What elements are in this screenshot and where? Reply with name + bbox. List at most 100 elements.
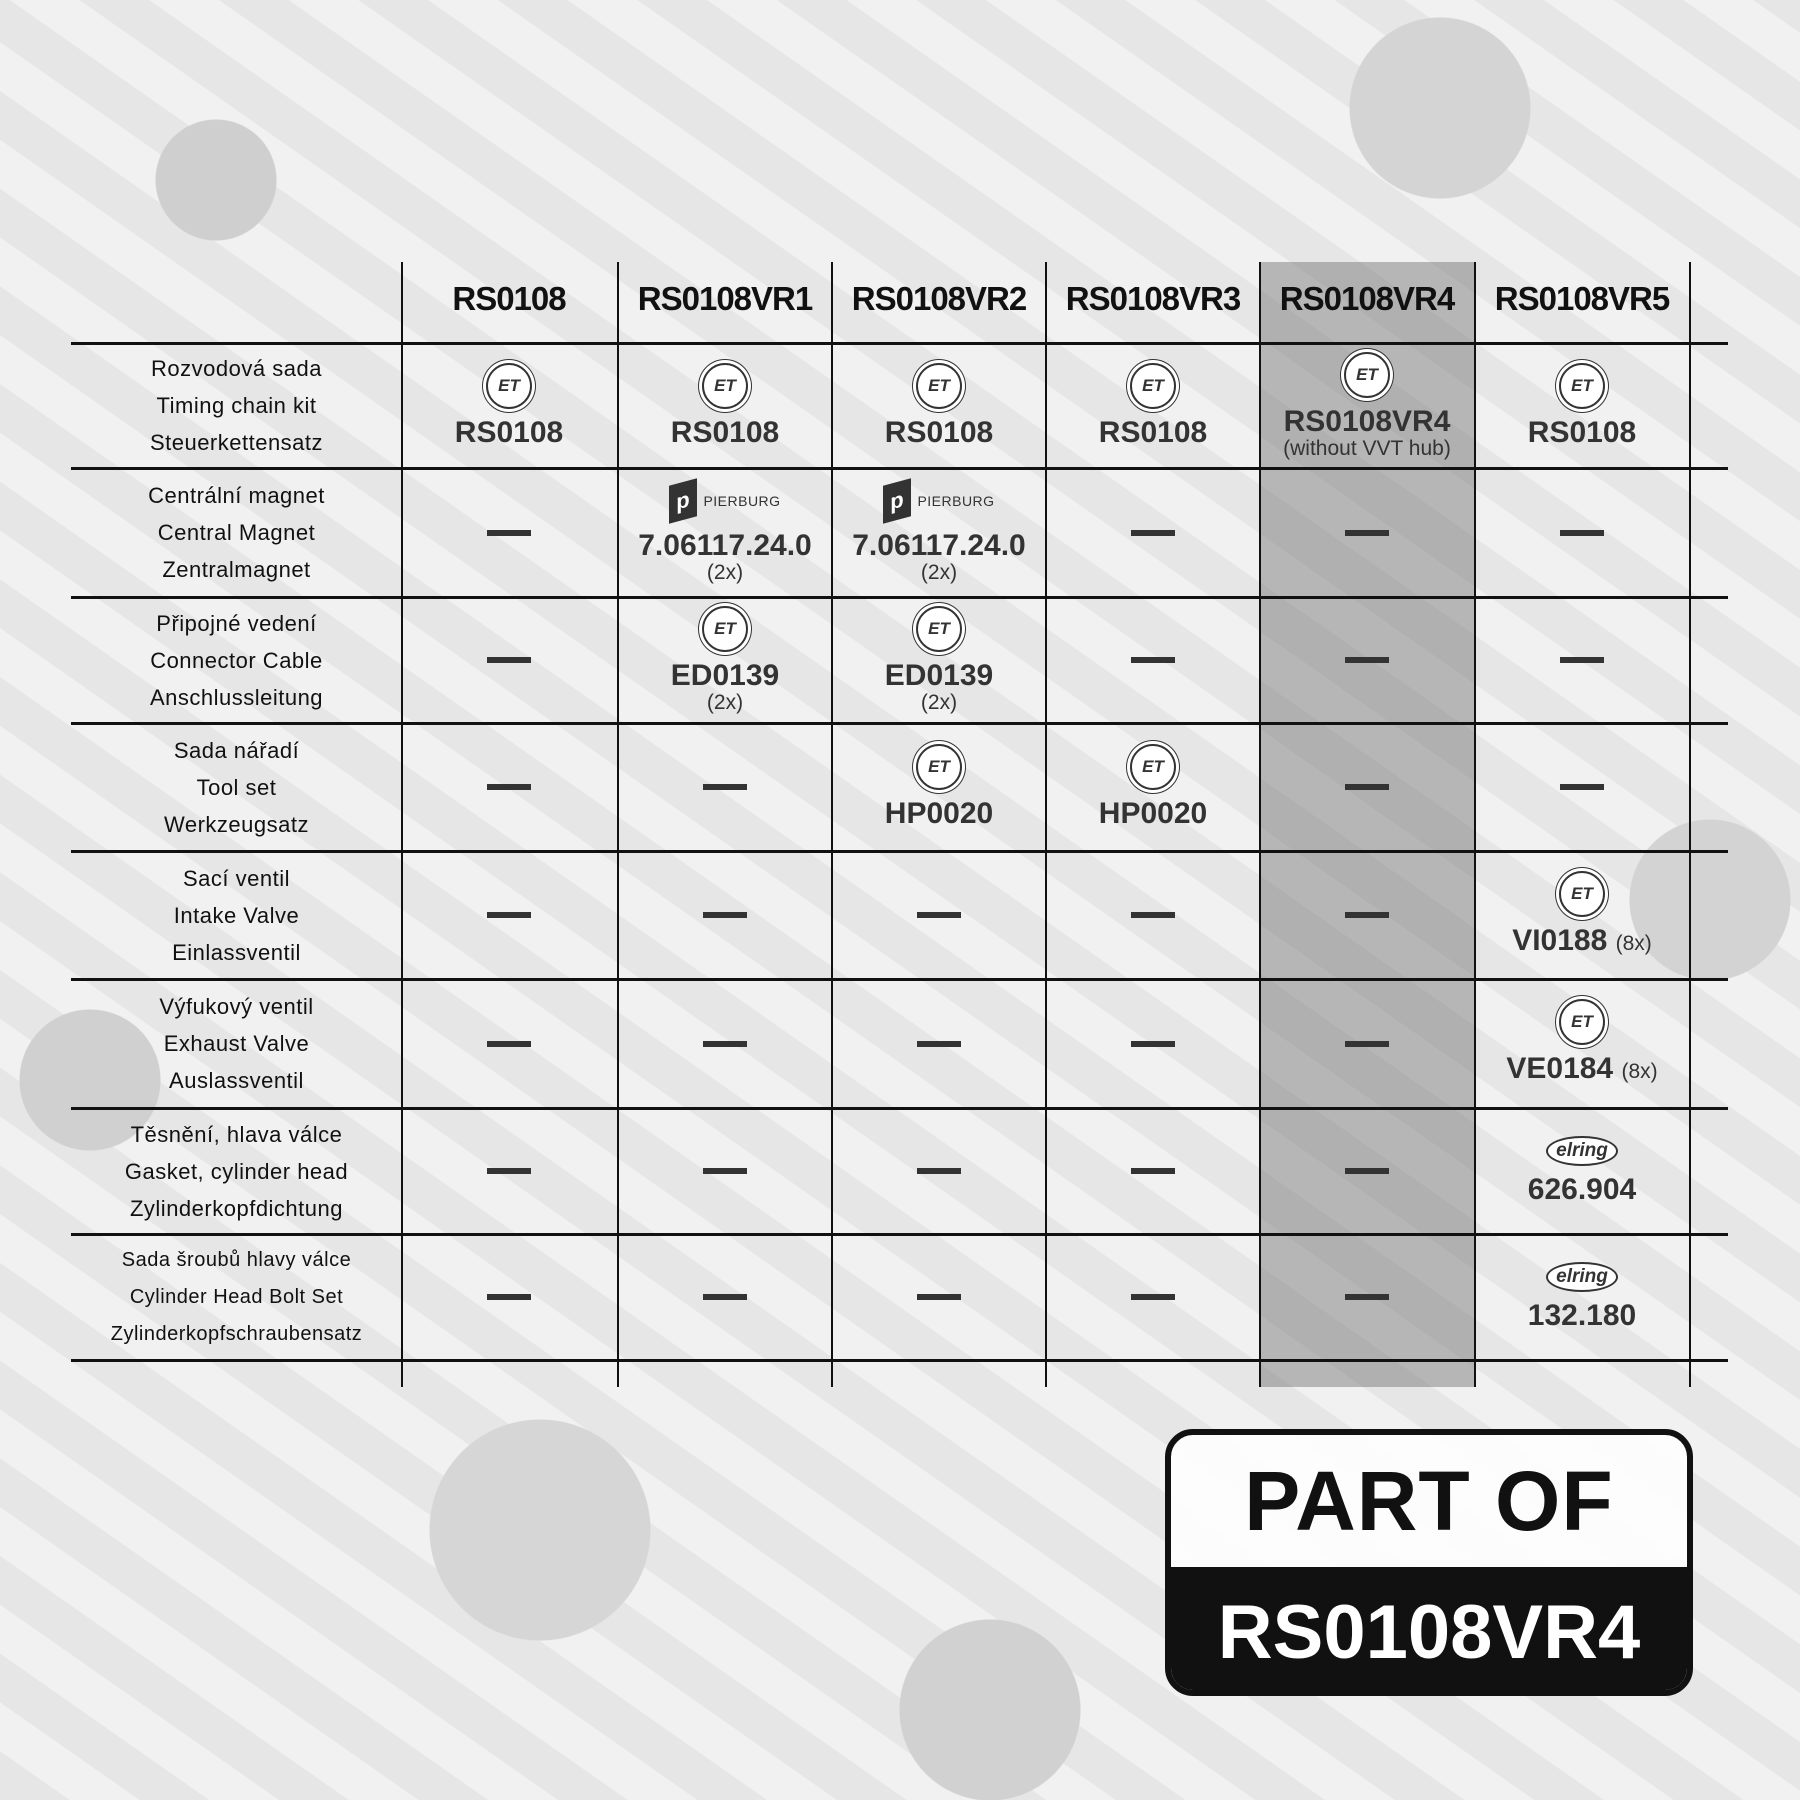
table-cell	[1260, 979, 1474, 1108]
table-cell	[1260, 468, 1474, 597]
dash-empty	[1131, 1168, 1175, 1174]
row-divider	[71, 978, 1728, 981]
table-cell	[1260, 1234, 1474, 1360]
part-number-text: 626.904	[1527, 1173, 1637, 1206]
quantity: (2x)	[920, 691, 958, 714]
table-cell	[618, 851, 832, 979]
table-cell	[832, 979, 1046, 1108]
part-number: VI0188 (8x)	[1512, 923, 1652, 960]
dash-empty	[1345, 1168, 1389, 1174]
column-header: RS0108	[452, 280, 566, 317]
pierburg-logo-icon: p PIERBURG	[883, 477, 995, 524]
table-cell	[1046, 1234, 1260, 1360]
et-logo-icon: ET	[702, 362, 748, 409]
table-cell	[402, 1108, 616, 1234]
part-number: RS0108	[1528, 416, 1636, 449]
column-divider	[617, 262, 619, 1387]
table-cell: ET RS0108	[618, 343, 832, 468]
column-divider	[1045, 262, 1047, 1387]
part-number-text: VI0188	[1512, 923, 1608, 957]
table-cell: ET ED0139 (2x)	[832, 597, 1046, 723]
dash-empty	[1345, 912, 1389, 918]
part-number-text: ED0139	[884, 659, 994, 692]
dash-empty	[487, 912, 531, 918]
dash-empty	[487, 784, 531, 790]
table-cell	[1475, 723, 1689, 851]
table-cell: ET HP0020	[832, 723, 1046, 851]
row-label-line: Centrální magnet	[148, 483, 325, 508]
row-label-line: Výfukový ventil	[159, 994, 314, 1019]
part-number: RS0108	[671, 416, 779, 449]
row-label: Rozvodová sada Timing chain kit Steuerkett…	[71, 343, 402, 468]
dash-empty	[1560, 784, 1604, 790]
dash-empty	[1131, 1294, 1175, 1300]
row-label-line: Zylinderkopfschraubensatz	[110, 1322, 363, 1345]
dash-empty	[1131, 912, 1175, 918]
dash-empty	[1345, 657, 1389, 663]
dash-empty	[1131, 657, 1175, 663]
dash-empty	[703, 912, 747, 918]
quantity: (2x)	[706, 691, 744, 714]
et-logo-icon: ET	[1130, 744, 1176, 790]
row-divider	[71, 1107, 1728, 1110]
et-logo-icon: ET	[1130, 362, 1176, 409]
table-cell	[1475, 468, 1689, 597]
et-logo-icon: ET	[916, 744, 962, 790]
row-label-line: Werkzeugsatz	[164, 811, 309, 837]
table-cell	[1046, 1108, 1260, 1234]
row-label-line: Steuerkettensatz	[149, 430, 324, 455]
part-number: HP0020	[885, 798, 993, 830]
table-cell	[402, 851, 616, 979]
et-logo-icon: ET	[702, 606, 748, 652]
dash-empty	[1345, 784, 1389, 790]
row-label-line: Auslassventil	[169, 1068, 304, 1093]
table-cell: p PIERBURG 7.06117.24.0 (2x)	[832, 468, 1046, 597]
part-number-text: RS0108	[1098, 415, 1208, 449]
part-number-text: 7.06117.24.0	[852, 528, 1026, 562]
table-cell: ET HP0020	[1046, 723, 1260, 851]
pierburg-logo-text: PIERBURG	[917, 492, 995, 509]
row-label: Sada nářadí Tool set Werkzeugsatz	[71, 723, 402, 851]
row-label-line: Anschlussleitung	[149, 684, 324, 710]
part-number: RS0108	[455, 416, 563, 449]
part-number: 626.904	[1528, 1174, 1636, 1206]
row-label-line: Rozvodová sada	[151, 356, 322, 381]
et-logo-icon: ET	[1559, 870, 1605, 917]
part-number-text: RS0108VR4	[1283, 404, 1451, 438]
quantity: (8x)	[1615, 931, 1652, 955]
part-number-text: ED0139	[670, 659, 780, 692]
dash-empty	[703, 1168, 747, 1174]
et-logo-icon: ET	[1559, 999, 1605, 1045]
quantity: (8x)	[1621, 1060, 1658, 1083]
row-label: Těsnění, hlava válce Gasket, cylinder hea…	[71, 1108, 402, 1234]
badge-title: PART OF	[1244, 1453, 1614, 1548]
part-note: (without VVT hub)	[1283, 436, 1451, 460]
row-label-line: Einlassventil	[172, 939, 301, 965]
part-number-text: HP0020	[1098, 797, 1208, 830]
part-of-badge: PART OF RS0108VR4	[1165, 1429, 1693, 1696]
part-number: RS0108	[1098, 415, 1208, 449]
dash-empty	[703, 784, 747, 790]
table-cell	[832, 851, 1046, 979]
row-divider	[71, 722, 1728, 725]
dash-empty	[703, 1294, 747, 1300]
row-label: Připojné vedení Connector Cable Anschlussl…	[71, 597, 402, 723]
row-label-line: Cylinder Head Bolt Set	[129, 1285, 344, 1308]
column-header: RS0108VR3	[1065, 280, 1241, 317]
part-number: RS0108	[885, 416, 993, 449]
row-divider	[71, 342, 1728, 345]
row-label-line: Timing chain kit	[156, 393, 317, 418]
dash-empty	[1345, 1294, 1389, 1300]
row-divider	[71, 1233, 1728, 1236]
row-label-line: Zylinderkopfdichtung	[129, 1195, 343, 1221]
part-number-text: HP0020	[884, 797, 994, 830]
part-number-text: 132.180	[1527, 1299, 1637, 1332]
part-number: ED0139	[671, 660, 779, 692]
et-logo-icon: ET	[916, 606, 962, 652]
elring-logo-icon: elring	[1546, 1262, 1618, 1292]
table-cell: ET RS0108	[1046, 343, 1260, 468]
quantity: (2x)	[706, 560, 744, 584]
row-label-line: Těsnění, hlava válce	[130, 1121, 343, 1147]
table-cell	[1475, 597, 1689, 723]
pierburg-mark-icon: p	[883, 477, 912, 524]
